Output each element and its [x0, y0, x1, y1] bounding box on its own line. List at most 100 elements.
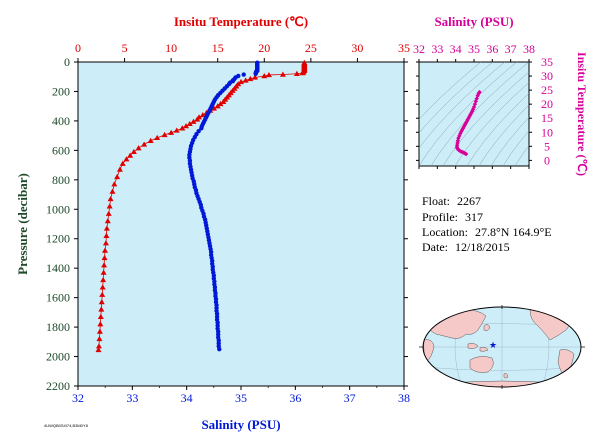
temperature-point	[238, 78, 244, 85]
temperature-point	[179, 125, 186, 131]
temperature-point	[261, 72, 268, 79]
temp-tick-label: 0	[75, 41, 81, 55]
temp-tick-label: 10	[165, 41, 177, 55]
temperature-point	[105, 210, 112, 216]
world-map: ★	[419, 305, 585, 389]
temperature-point	[98, 306, 105, 312]
sal-tick-label: 37	[344, 391, 356, 405]
temperature-point	[97, 321, 104, 327]
ts-plot-area	[418, 61, 530, 167]
temperature-point	[247, 75, 254, 82]
temp-tick-label: 5	[122, 41, 128, 55]
date-label: Date:	[422, 240, 448, 254]
ts-density-contours	[419, 62, 529, 166]
temp-tick-label: 30	[351, 41, 363, 55]
y-axis-label: Pressure (decibar)	[15, 173, 30, 275]
pressure-tick-label: 600	[52, 143, 70, 157]
map-ticks	[419, 305, 585, 389]
date-value: 12/18/2015	[455, 240, 510, 254]
ts-marks	[454, 89, 482, 157]
pressure-tick-label: 1400	[46, 261, 70, 275]
pressure-tick-label: 200	[52, 84, 70, 98]
density-contour	[419, 62, 518, 166]
temperature-point	[130, 148, 137, 155]
profile-value: 317	[465, 210, 483, 224]
ts-x-tick-label: 33	[431, 42, 443, 56]
location-label: Location:	[422, 225, 468, 239]
ts-y-tick-label: 35	[541, 55, 553, 69]
temperature-point	[98, 299, 105, 305]
top-axis-label: Insitu Temperature (℃)	[174, 14, 308, 29]
temperature-point	[109, 188, 116, 194]
ts-x-tick-label: 37	[505, 42, 517, 56]
float-value: 2267	[457, 194, 482, 208]
density-contour	[502, 130, 529, 166]
density-contour	[430, 62, 529, 166]
sal-tick-label: 32	[72, 391, 84, 405]
temperature-point	[214, 103, 221, 109]
ts-point	[455, 140, 460, 146]
temperature-point	[119, 160, 126, 166]
temperature-point	[96, 328, 103, 334]
salinity-point	[217, 346, 222, 352]
sal-tick-label: 34	[181, 391, 193, 405]
temperature-point	[183, 123, 190, 129]
map-float-marker-star-icon: ★	[489, 340, 497, 350]
profile-plot-area	[77, 61, 405, 387]
profile-info-line: Profile: 317	[422, 210, 483, 225]
salinity-point	[241, 72, 246, 77]
density-contour	[419, 62, 482, 120]
temp-tick-label: 25	[305, 41, 317, 55]
density-contour	[466, 93, 529, 166]
temperature-point	[251, 74, 258, 80]
sal-tick-label: 38	[398, 391, 410, 405]
temperature-point	[97, 313, 104, 319]
temperature-point	[101, 262, 108, 268]
profile-marks	[95, 59, 308, 353]
ts-y-tick-label: 25	[541, 83, 553, 97]
temperature-point	[265, 71, 272, 78]
profile-axis-ticks: 0 5 10 15 20 25 30 35 32 33 34 35 36 37 38 0 200 400 600 80…	[46, 41, 410, 405]
sal-tick-label: 36	[289, 391, 301, 405]
temperature-point	[135, 145, 142, 151]
ts-point	[463, 121, 468, 126]
ts-x-tick-label: 32	[413, 42, 425, 56]
temperature-point	[106, 203, 113, 209]
density-contour	[490, 116, 529, 166]
temperature-point	[102, 240, 109, 246]
pressure-tick-label: 2000	[46, 350, 70, 364]
profile-label: Profile:	[422, 210, 458, 224]
ts-x-tick-label: 35	[468, 42, 480, 56]
location-value: 27.8°N 164.9°E	[474, 225, 552, 239]
density-contour	[478, 104, 529, 166]
temperature-point	[111, 181, 118, 187]
pressure-tick-label: 1200	[46, 232, 70, 246]
sal-tick-label: 33	[126, 391, 138, 405]
sal-tick-label: 35	[235, 391, 247, 405]
temperature-point	[293, 70, 300, 76]
temperature-point	[96, 335, 103, 342]
temperature-point	[154, 134, 161, 141]
temperature-point	[103, 232, 110, 238]
temp-tick-label: 20	[258, 41, 270, 55]
ts-point	[476, 91, 481, 96]
temperature-point	[104, 218, 111, 224]
pressure-tick-label: 1600	[46, 291, 70, 305]
temperature-point	[194, 116, 201, 122]
temperature-point	[220, 98, 227, 104]
density-contour	[514, 145, 529, 166]
float-label: Float:	[422, 194, 451, 208]
temperature-point	[101, 254, 108, 261]
bottom-axis-label: Salinity (PSU)	[201, 417, 280, 432]
temperature-point	[168, 129, 175, 135]
density-contour	[419, 62, 506, 149]
temperature-point	[127, 152, 134, 158]
temp-tick-label: 15	[212, 41, 224, 55]
temperature-point	[99, 291, 106, 297]
temperature-point	[173, 127, 180, 133]
ts-y-tick-label: 10	[541, 125, 553, 139]
pressure-tick-label: 400	[52, 114, 70, 128]
ts-y-tick-label: 0	[544, 153, 550, 167]
pressure-tick-label: 1000	[46, 202, 70, 216]
location-info-line: Location: 27.8°N 164.9°E	[422, 225, 552, 240]
